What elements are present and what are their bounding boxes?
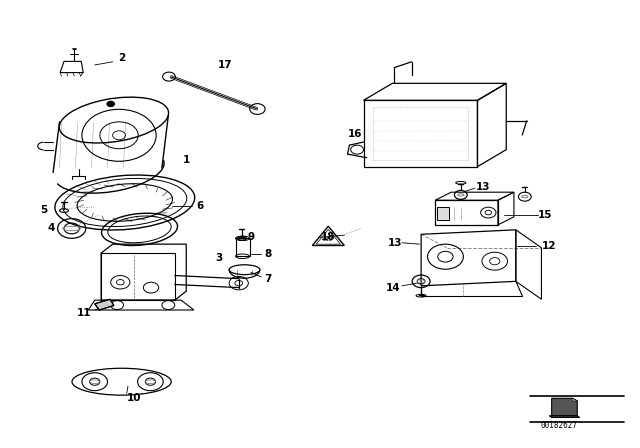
Polygon shape: [95, 299, 114, 310]
Text: 10: 10: [127, 393, 141, 403]
Polygon shape: [552, 398, 577, 416]
Text: 1: 1: [183, 155, 191, 165]
Text: 4: 4: [47, 224, 55, 233]
Text: 6: 6: [196, 201, 204, 211]
Polygon shape: [573, 398, 577, 401]
Text: 9: 9: [247, 233, 255, 242]
Text: 13: 13: [476, 182, 490, 192]
Text: 8: 8: [264, 250, 271, 259]
Circle shape: [107, 101, 115, 107]
Text: 14: 14: [387, 283, 401, 293]
Text: 16: 16: [348, 129, 362, 138]
Text: 5: 5: [40, 205, 47, 215]
Text: 3: 3: [215, 253, 223, 263]
Polygon shape: [437, 207, 449, 220]
Text: 7: 7: [264, 274, 271, 284]
Text: 212: 212: [323, 237, 333, 242]
Text: 17: 17: [218, 60, 232, 70]
Text: 13: 13: [388, 238, 403, 248]
Polygon shape: [549, 416, 580, 418]
Text: 18: 18: [321, 233, 335, 242]
Text: 15: 15: [538, 210, 552, 220]
Text: 00182627: 00182627: [540, 421, 577, 430]
Text: 11: 11: [77, 308, 92, 318]
Text: 12: 12: [542, 241, 556, 251]
Text: 2: 2: [118, 53, 125, 63]
